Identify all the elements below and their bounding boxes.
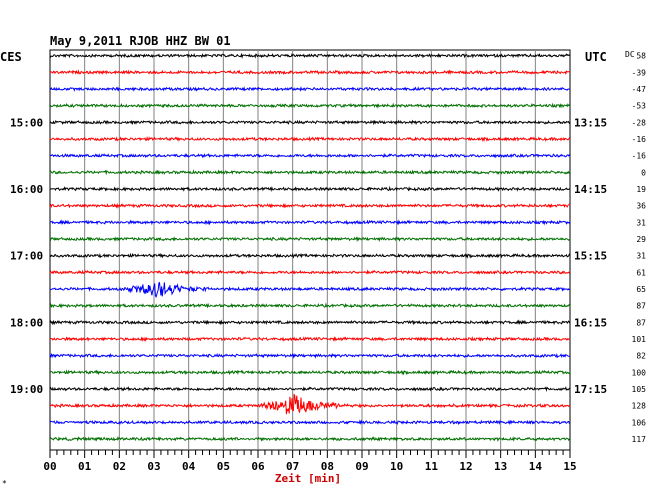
- dc-value-label: 19: [636, 185, 646, 194]
- right-timezone-label: UTC: [585, 50, 607, 64]
- x-tick-label: 05: [217, 460, 230, 473]
- right-time-label: 14:15: [574, 183, 607, 196]
- trace-14: [49, 281, 571, 298]
- x-axis-label: Zeit [min]: [275, 472, 341, 485]
- left-time-label: 18:00: [10, 316, 43, 329]
- dc-value-label: 0: [641, 168, 646, 177]
- chart-title: May 9,2011 RJOB HHZ BW 01: [50, 34, 231, 48]
- right-time-label: 16:15: [574, 316, 607, 329]
- trace-22: [49, 419, 570, 426]
- trace-23: [49, 436, 571, 442]
- dc-value-label: 31: [636, 252, 646, 261]
- trace-17: [49, 335, 571, 342]
- dc-value-label: 36: [636, 202, 646, 211]
- x-tick-label: 02: [113, 460, 126, 473]
- right-time-labels: 13:15 14:15 15:15 16:15 17:15: [574, 116, 607, 396]
- left-time-labels: 15:00 16:00 17:00 18:00 19:00: [10, 116, 43, 396]
- dc-value-label: 117: [632, 435, 647, 444]
- dc-value-label: -47: [632, 85, 647, 94]
- right-time-label: 15:15: [574, 250, 607, 263]
- x-tick-label: 07: [286, 460, 299, 473]
- dc-value-label: -39: [632, 68, 647, 77]
- trace-2: [49, 86, 571, 92]
- dc-value-label: 87: [636, 318, 646, 327]
- left-time-label: 15:00: [10, 116, 43, 129]
- trace-1: [49, 69, 571, 76]
- dc-value-label: 31: [636, 218, 646, 227]
- x-tick-label: 10: [390, 460, 403, 473]
- x-tick-label: 14: [529, 460, 543, 473]
- dc-header: DC: [625, 50, 635, 59]
- x-tick-label: 08: [321, 460, 334, 473]
- left-timezone-label: CES: [0, 50, 22, 64]
- trace-12: [49, 252, 571, 259]
- trace-10: [49, 219, 571, 226]
- dc-value-labels: 58 -39 -47 -53 -28 -16 -16 0 19 36 31 29 31 61 65 87 87 1…: [632, 52, 647, 444]
- x-tick-label: 12: [459, 460, 472, 473]
- left-time-label: 17:00: [10, 250, 43, 263]
- left-time-label: 16:00: [10, 183, 43, 196]
- trace-19: [49, 369, 571, 376]
- dc-value-label: -16: [632, 152, 647, 161]
- dc-value-label: 87: [636, 302, 646, 311]
- right-time-label: 17:15: [574, 383, 607, 396]
- x-tick-label: 03: [147, 460, 160, 473]
- trace-6: [50, 152, 571, 159]
- dc-value-label: 82: [636, 352, 646, 361]
- right-time-label: 13:15: [574, 116, 607, 129]
- dc-value-label: 58: [636, 52, 646, 61]
- dc-value-label: 100: [632, 368, 647, 377]
- dc-value-label: 29: [636, 235, 646, 244]
- trace-5: [49, 135, 571, 143]
- trace-20: [49, 386, 571, 392]
- trace-0: [49, 52, 571, 59]
- plot-grid: [49, 49, 571, 451]
- trace-3: [49, 102, 571, 109]
- trace-13: [49, 269, 571, 275]
- trace-7: [49, 169, 571, 176]
- trace-15: [49, 302, 571, 309]
- x-axis: 00 01 02 03 04 05 06 07 08 09 10 11 12 13 14 15: [43, 450, 577, 473]
- dc-value-label: -53: [632, 102, 647, 111]
- x-tick-label: 06: [251, 460, 265, 473]
- left-time-label: 19:00: [10, 383, 43, 396]
- dc-value-label: 61: [636, 268, 646, 277]
- footer-mark: *: [2, 479, 7, 488]
- trace-21: [49, 393, 571, 415]
- dc-value-label: 128: [632, 402, 647, 411]
- trace-group: [49, 52, 571, 442]
- trace-8: [49, 185, 571, 192]
- trace-9: [49, 202, 571, 209]
- x-tick-label: 15: [563, 460, 576, 473]
- x-tick-label: 01: [78, 460, 92, 473]
- x-tick-label: 09: [355, 460, 368, 473]
- dc-value-label: -16: [632, 135, 647, 144]
- dc-value-label: 106: [632, 418, 647, 427]
- trace-4: [49, 119, 571, 126]
- dc-value-label: 105: [632, 385, 647, 394]
- plot-frame: [49, 49, 571, 451]
- dc-value-label: -28: [632, 118, 647, 127]
- dc-value-label: 101: [632, 335, 647, 344]
- x-tick-label: 11: [425, 460, 439, 473]
- trace-18: [49, 352, 571, 359]
- x-tick-label: 04: [182, 460, 196, 473]
- x-tick-label: 13: [494, 460, 507, 473]
- x-tick-label: 00: [43, 460, 56, 473]
- dc-value-label: 65: [636, 285, 646, 294]
- trace-11: [49, 236, 571, 243]
- trace-16: [49, 319, 571, 326]
